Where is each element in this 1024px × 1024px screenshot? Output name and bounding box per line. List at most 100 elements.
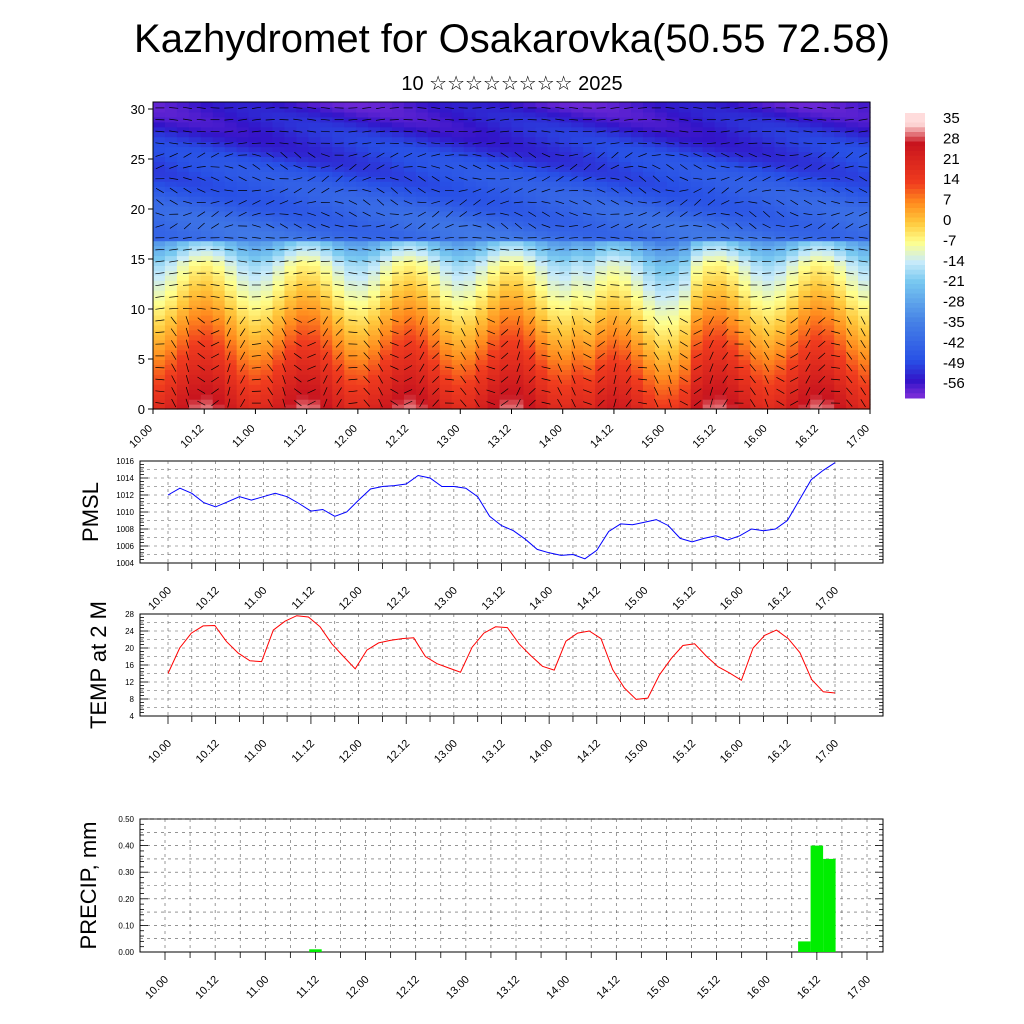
heatmap-cell [619, 151, 632, 158]
wind-vector [790, 329, 799, 336]
wind-vector [403, 248, 413, 251]
heatmap-cell [499, 285, 513, 291]
wind-vector [169, 177, 179, 180]
heatmap-cell [583, 215, 596, 222]
heatmap-cell [487, 275, 501, 281]
heatmap-cell [176, 250, 190, 257]
heatmap-cell [236, 196, 250, 202]
heatmap-cell [463, 181, 477, 187]
wind-vector [516, 327, 520, 337]
heatmap-cell [690, 136, 704, 143]
heatmap-cell [451, 344, 465, 351]
heatmap-cell [236, 121, 250, 128]
heatmap-cell [642, 349, 656, 356]
heatmap-cell [368, 394, 381, 400]
heatmap-cell [714, 106, 728, 113]
wind-vector [762, 165, 772, 169]
heatmap-cell [415, 384, 429, 390]
wind-vector [362, 236, 372, 239]
heatmap-cell [834, 166, 847, 172]
wind-vector [501, 340, 509, 348]
heatmap-cell [153, 394, 166, 400]
heatmap-cell [427, 384, 441, 390]
heatmap-cell [834, 354, 847, 361]
heatmap-cell [224, 161, 238, 167]
heatmap-cell [320, 389, 333, 395]
heatmap-cell [272, 300, 286, 306]
heatmap-cell [403, 161, 417, 167]
heatmap-cell [320, 369, 333, 375]
heatmap-cell [439, 240, 453, 247]
heatmap-cell [153, 141, 166, 148]
heatmap-cell [272, 240, 286, 247]
heatmap-cell [571, 389, 584, 395]
heatmap-cell [654, 176, 668, 182]
heatmap-cell [750, 220, 764, 227]
heatmap-cell [822, 285, 835, 291]
heatmap-cell [451, 364, 465, 370]
wind-vector [197, 388, 206, 394]
heatmap-cell [200, 260, 214, 266]
wind-vector [734, 284, 744, 286]
heatmap-cell [822, 141, 835, 148]
wind-vector [516, 387, 521, 396]
heatmap-cell [619, 324, 632, 331]
heatmap-cell [810, 339, 823, 346]
heatmap-cell [714, 319, 728, 326]
wind-vector [155, 319, 165, 322]
wind-vector [557, 399, 563, 408]
heatmap-cell [499, 305, 513, 311]
heatmap-cell [535, 295, 548, 301]
heatmap-cell [392, 215, 405, 222]
wind-vector [748, 142, 758, 144]
wind-vector [500, 177, 510, 180]
heatmap-cell [666, 334, 680, 341]
heatmap-cell [499, 329, 513, 336]
heatmap-cell [571, 399, 584, 405]
heatmap-cell [631, 399, 644, 405]
heatmap-cell [296, 314, 309, 321]
heatmap-cell [786, 344, 799, 351]
heatmap-cell [236, 384, 250, 390]
heatmap-cell [188, 126, 202, 133]
wind-vector [720, 237, 730, 239]
wind-vector [169, 223, 178, 229]
heatmap-cell [690, 176, 704, 182]
heatmap-cell [738, 305, 752, 311]
heatmap-cell [475, 399, 489, 405]
heatmap-cell [344, 106, 357, 113]
wind-vector [417, 107, 427, 109]
heatmap-cell [631, 196, 644, 202]
wind-vector [224, 237, 234, 239]
heatmap-cell [666, 290, 680, 296]
heatmap-cell [415, 220, 429, 227]
heatmap-cell [726, 102, 740, 108]
heatmap-cell [547, 339, 560, 346]
heatmap-cell [212, 126, 226, 133]
wind-vector [349, 175, 357, 182]
heatmap-cell [738, 245, 752, 252]
wind-vector [486, 213, 496, 215]
heatmap-cell [368, 314, 381, 321]
heatmap-cell [583, 111, 596, 118]
heatmap-cell [547, 131, 560, 138]
heatmap-cell [702, 210, 716, 217]
heatmap-cell [559, 389, 572, 395]
heatmap-cell [774, 319, 787, 326]
heatmap-cell [272, 235, 286, 242]
heatmap-cell [475, 275, 489, 281]
wind-vector [486, 236, 496, 239]
heatmap-cell [344, 210, 357, 217]
heatmap-cell [535, 151, 548, 158]
heatmap-cell [499, 300, 513, 306]
wind-vector [582, 284, 592, 286]
heatmap-cell [511, 191, 525, 197]
wind-vector [265, 284, 275, 286]
heatmap-cell [822, 319, 835, 326]
heatmap-cell [810, 156, 823, 163]
heatmap-cell [738, 290, 752, 296]
heatmap-cell [666, 374, 680, 380]
heatmap-cell [224, 176, 238, 182]
wind-vector [307, 166, 317, 168]
heatmap-cell [212, 121, 226, 128]
